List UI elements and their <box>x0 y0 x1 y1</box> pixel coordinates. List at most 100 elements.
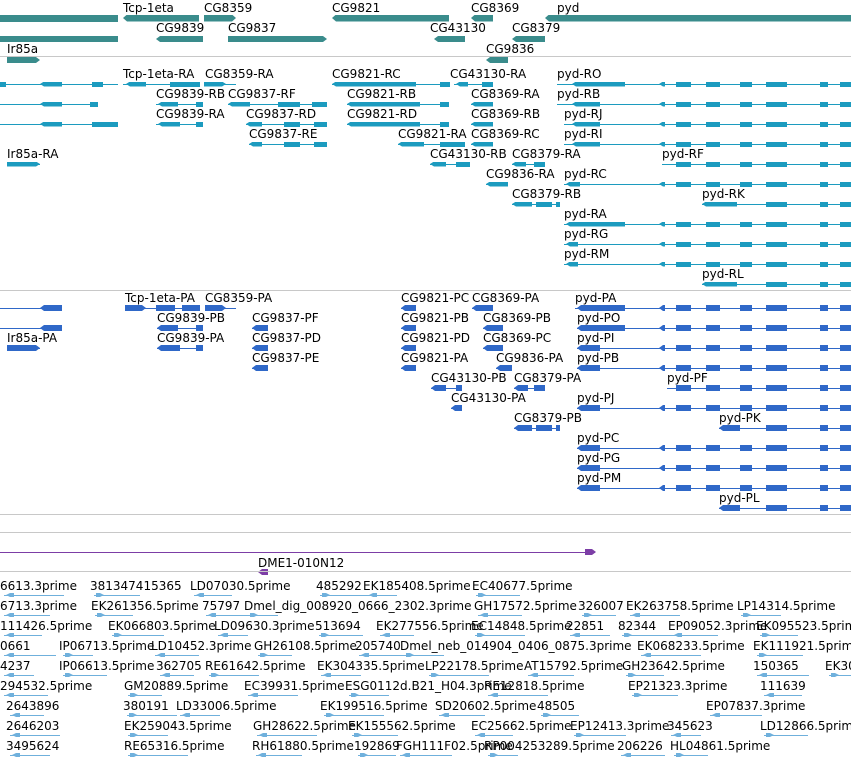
exon-block <box>40 325 62 331</box>
intron-line <box>4 615 50 616</box>
exon-block <box>7 57 40 63</box>
feature-label: RE12818.5prime <box>484 679 585 693</box>
intron-line <box>641 655 701 656</box>
intron-line <box>488 695 548 696</box>
exon-block <box>659 261 665 267</box>
exon-block <box>766 81 787 87</box>
track-separator <box>0 290 851 291</box>
intron-line <box>757 655 803 656</box>
exon-block <box>820 445 828 451</box>
exon-block <box>676 101 691 107</box>
exon-block <box>766 161 787 167</box>
feature-label: EP21323.3prime <box>628 679 728 693</box>
exon-block <box>196 345 203 351</box>
exon-block <box>572 141 600 147</box>
intron-line <box>248 615 278 616</box>
feature-label: 381347415365 <box>90 579 182 593</box>
exon-block <box>743 613 751 617</box>
feature-label: EK068233.5prime <box>637 639 745 653</box>
intron-line <box>398 144 465 145</box>
exon-block <box>322 593 330 597</box>
exon-block <box>676 181 691 187</box>
exon-block <box>490 693 498 697</box>
intron-line <box>570 635 610 636</box>
intron-line <box>155 655 199 656</box>
feature-label: pyd-RK <box>702 187 745 201</box>
exon-block <box>577 345 600 351</box>
exon-block <box>659 405 665 411</box>
exon-block <box>12 753 20 757</box>
feature-label: CG8379-RA <box>512 147 581 161</box>
exon-block <box>840 201 851 207</box>
exon-block <box>477 633 485 637</box>
exon-block <box>90 101 98 107</box>
exon-block <box>12 713 20 717</box>
exon-block <box>321 633 329 637</box>
feature-label: 150365 <box>753 659 799 673</box>
intron-line <box>621 755 665 756</box>
feature-label: LP14314.5prime <box>737 599 836 613</box>
exon-block <box>252 365 268 371</box>
exon-block <box>434 36 465 42</box>
exon-block <box>676 365 691 371</box>
exon-block <box>40 101 62 107</box>
intron-line <box>380 635 414 636</box>
exon-block <box>486 181 508 187</box>
exon-block <box>634 693 642 697</box>
exon-block <box>840 385 851 391</box>
feature-label: pyd-RG <box>564 227 609 241</box>
intron-line <box>582 615 616 616</box>
feature-label: CG9837 <box>228 21 277 35</box>
exon-block <box>483 345 503 351</box>
feature-label: pyd-RO <box>557 67 602 81</box>
exon-block <box>157 653 165 657</box>
exon-block <box>706 365 720 371</box>
exon-block <box>706 221 720 227</box>
exon-block <box>496 365 512 371</box>
exon-block <box>820 161 828 167</box>
feature-label: CG9836-RA <box>486 167 555 181</box>
feature-label: 3495624 <box>6 739 60 753</box>
feature-label: EC14848.5prime <box>471 619 572 633</box>
feature-label: pyd-RB <box>557 87 601 101</box>
feature-label: Ir85a-PA <box>7 331 58 345</box>
feature-label: CG9839-RB <box>156 87 226 101</box>
feature-label: 6613.3prime <box>0 579 77 593</box>
exon-block <box>820 201 828 207</box>
exon-block <box>126 81 146 87</box>
intron-line <box>258 655 292 656</box>
exon-block <box>260 653 268 657</box>
exon-block <box>332 14 449 22</box>
exon-block <box>840 465 851 471</box>
feature-label: 111426.5prime <box>0 619 93 633</box>
exon-block <box>401 345 416 351</box>
exon-block <box>628 673 636 677</box>
intron-line <box>764 695 802 696</box>
exon-block <box>6 693 14 697</box>
exon-block <box>659 325 665 331</box>
intron-line <box>160 675 194 676</box>
feature-label: 192869 <box>354 739 400 753</box>
feature-label: pyd-PL <box>719 491 760 505</box>
feature-label: EP09052.3prime <box>668 619 768 633</box>
exon-block <box>6 593 14 597</box>
feature-label: EK263758.5prime <box>626 599 734 613</box>
feature-label: 513694 <box>315 619 361 633</box>
exon-block <box>840 181 851 187</box>
exon-block <box>401 325 416 331</box>
exon-block <box>659 141 665 147</box>
exon-block <box>766 465 787 471</box>
exon-block <box>40 81 62 87</box>
exon-block <box>536 425 552 431</box>
feature-label: RP004253289.5prime <box>484 739 615 753</box>
exon-block <box>7 162 40 167</box>
exon-block <box>706 485 720 491</box>
feature-label: EK304335.5prime <box>317 659 425 673</box>
intron-line <box>674 755 708 756</box>
intron-line <box>475 735 513 736</box>
exon-block <box>820 365 828 371</box>
exon-block <box>706 181 720 187</box>
exon-block <box>208 613 216 617</box>
exon-block <box>706 121 720 127</box>
exon-block <box>643 653 651 657</box>
